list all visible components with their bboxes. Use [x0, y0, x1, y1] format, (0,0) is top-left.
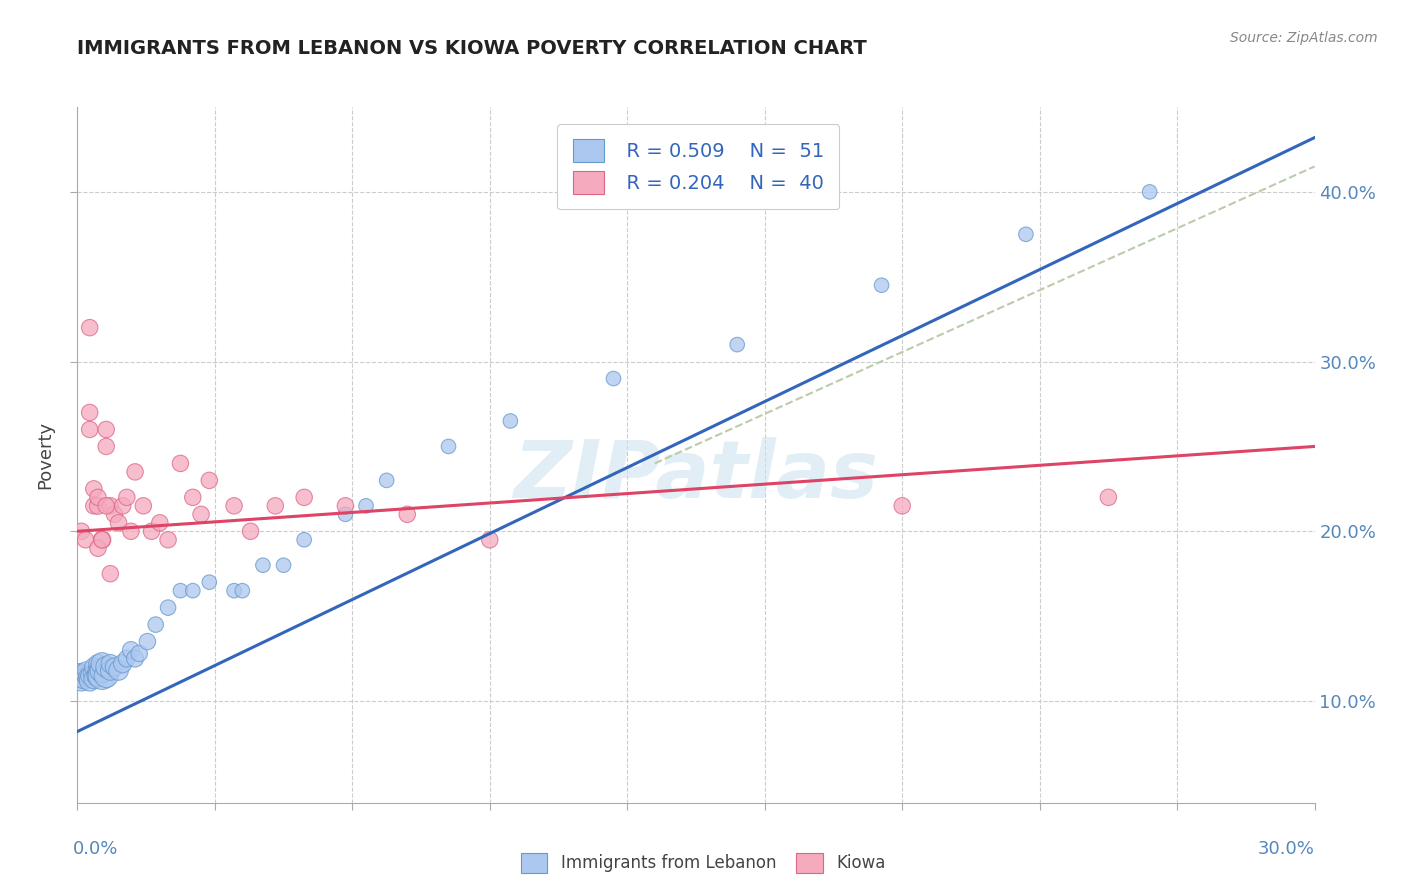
Legend:   R = 0.509    N =  51,   R = 0.204    N =  40: R = 0.509 N = 51, R = 0.204 N = 40: [557, 124, 839, 210]
Point: [354, 499, 377, 513]
Text: IMMIGRANTS FROM LEBANON VS KIOWA POVERTY CORRELATION CHART: IMMIGRANTS FROM LEBANON VS KIOWA POVERTY…: [77, 39, 868, 58]
Point: [157, 533, 180, 547]
Point: [120, 643, 142, 657]
Point: [75, 668, 97, 682]
Point: [375, 474, 398, 488]
Point: [478, 533, 501, 547]
Point: [157, 600, 180, 615]
Point: [1015, 227, 1038, 242]
Point: [870, 278, 893, 293]
Point: [103, 660, 125, 674]
Text: 0.0%: 0.0%: [73, 840, 118, 858]
Point: [145, 617, 167, 632]
Point: [83, 499, 105, 513]
Point: [76, 670, 98, 684]
Point: [190, 508, 212, 522]
Point: [98, 566, 121, 581]
Point: [83, 482, 105, 496]
Point: [75, 664, 97, 678]
Point: [181, 491, 204, 505]
Point: [136, 634, 159, 648]
Point: [115, 491, 138, 505]
Point: [70, 668, 93, 682]
Point: [96, 668, 118, 682]
Point: [83, 672, 105, 686]
Legend: Immigrants from Lebanon, Kiowa: Immigrants from Lebanon, Kiowa: [515, 847, 891, 880]
Point: [1139, 185, 1161, 199]
Point: [198, 575, 221, 590]
Point: [96, 422, 118, 436]
Point: [91, 533, 114, 547]
Point: [396, 508, 419, 522]
Point: [181, 583, 204, 598]
Point: [335, 508, 357, 522]
Point: [84, 668, 107, 682]
Point: [111, 499, 134, 513]
Point: [437, 439, 460, 453]
Point: [120, 524, 142, 539]
Point: [91, 533, 114, 547]
Point: [79, 668, 101, 682]
Point: [292, 533, 315, 547]
Point: [70, 524, 93, 539]
Point: [79, 320, 101, 334]
Point: [128, 647, 150, 661]
Point: [231, 583, 253, 598]
Point: [79, 422, 101, 436]
Point: [98, 499, 121, 513]
Point: [107, 516, 129, 530]
Text: ZIPatlas: ZIPatlas: [513, 437, 879, 515]
Point: [67, 668, 90, 682]
Point: [107, 664, 129, 678]
Point: [91, 668, 114, 682]
Point: [79, 405, 101, 419]
Y-axis label: Poverty: Poverty: [37, 421, 55, 489]
Point: [98, 657, 121, 671]
Point: [96, 499, 118, 513]
Text: Source: ZipAtlas.com: Source: ZipAtlas.com: [1230, 31, 1378, 45]
Point: [87, 491, 110, 505]
Point: [239, 524, 262, 539]
Point: [273, 558, 295, 573]
Point: [87, 668, 110, 682]
Point: [87, 664, 110, 678]
Point: [499, 414, 522, 428]
Point: [725, 337, 748, 351]
Point: [124, 465, 146, 479]
Point: [292, 491, 315, 505]
Point: [80, 666, 103, 681]
Point: [198, 474, 221, 488]
Point: [83, 660, 105, 674]
Text: 30.0%: 30.0%: [1258, 840, 1315, 858]
Point: [87, 657, 110, 671]
Point: [169, 583, 191, 598]
Point: [335, 499, 357, 513]
Point: [72, 672, 94, 686]
Point: [75, 533, 97, 547]
Point: [891, 499, 914, 513]
Point: [96, 660, 118, 674]
Point: [169, 457, 191, 471]
Point: [1097, 491, 1119, 505]
Point: [79, 673, 101, 688]
Point: [222, 499, 245, 513]
Point: [264, 499, 287, 513]
Point: [132, 499, 155, 513]
Point: [96, 439, 118, 453]
Point: [141, 524, 163, 539]
Point: [91, 657, 114, 671]
Point: [111, 657, 134, 671]
Point: [252, 558, 274, 573]
Point: [87, 541, 110, 556]
Point: [124, 651, 146, 665]
Point: [602, 371, 624, 385]
Point: [115, 651, 138, 665]
Point: [222, 583, 245, 598]
Point: [87, 499, 110, 513]
Point: [91, 664, 114, 678]
Point: [149, 516, 172, 530]
Point: [70, 673, 93, 688]
Point: [98, 664, 121, 678]
Point: [103, 508, 125, 522]
